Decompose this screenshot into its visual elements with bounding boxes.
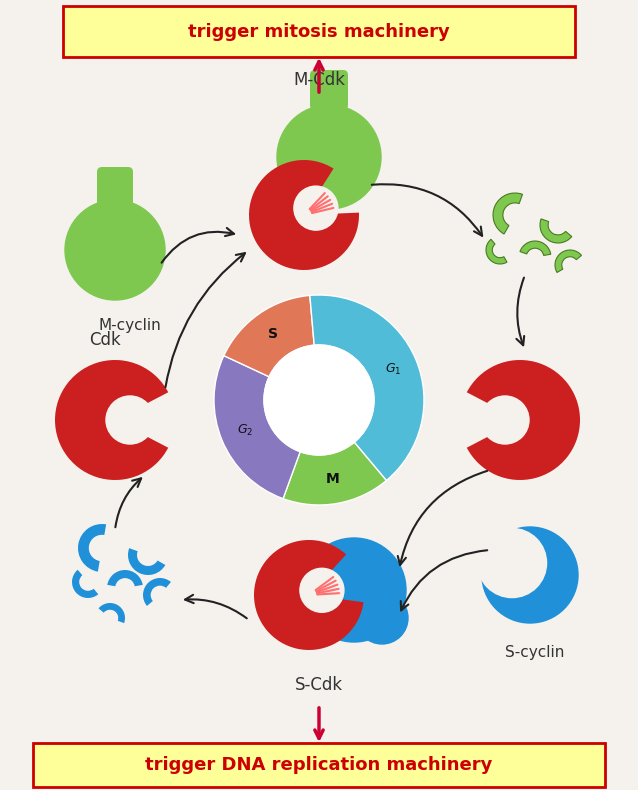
Wedge shape [283,442,387,505]
Circle shape [106,396,154,444]
Wedge shape [520,241,551,255]
FancyBboxPatch shape [33,743,605,787]
Text: M: M [326,472,340,486]
Circle shape [356,592,408,644]
FancyBboxPatch shape [97,167,133,207]
FancyBboxPatch shape [310,70,348,110]
Wedge shape [493,193,523,234]
Text: Cdk: Cdk [89,331,121,349]
Text: S-Cdk: S-Cdk [295,676,343,694]
Wedge shape [224,295,314,377]
Wedge shape [128,548,165,575]
Wedge shape [310,295,424,480]
Circle shape [302,538,406,642]
Text: M-Cdk: M-Cdk [293,71,345,89]
Circle shape [294,186,338,230]
Text: trigger mitosis machinery: trigger mitosis machinery [188,23,450,41]
Wedge shape [98,603,125,623]
Text: trigger DNA replication machinery: trigger DNA replication machinery [145,756,493,774]
Circle shape [300,568,344,612]
Wedge shape [143,578,171,606]
Wedge shape [249,160,359,270]
Circle shape [264,345,374,455]
Wedge shape [486,239,507,264]
Circle shape [477,529,547,597]
Wedge shape [467,360,580,480]
Text: G$_2$: G$_2$ [237,423,253,438]
Wedge shape [540,219,572,243]
Circle shape [65,200,165,300]
Wedge shape [72,570,98,598]
Wedge shape [78,524,106,572]
FancyBboxPatch shape [63,6,575,57]
Text: S-cyclin: S-cyclin [505,645,565,660]
Wedge shape [214,356,300,498]
Circle shape [481,396,529,444]
Text: S: S [268,328,278,341]
Circle shape [482,527,578,623]
Wedge shape [254,540,364,650]
Text: M-cyclin: M-cyclin [99,318,161,333]
Text: G$_1$: G$_1$ [385,362,401,377]
Wedge shape [107,570,143,586]
Circle shape [277,105,381,209]
Wedge shape [555,250,581,273]
Wedge shape [55,360,168,480]
